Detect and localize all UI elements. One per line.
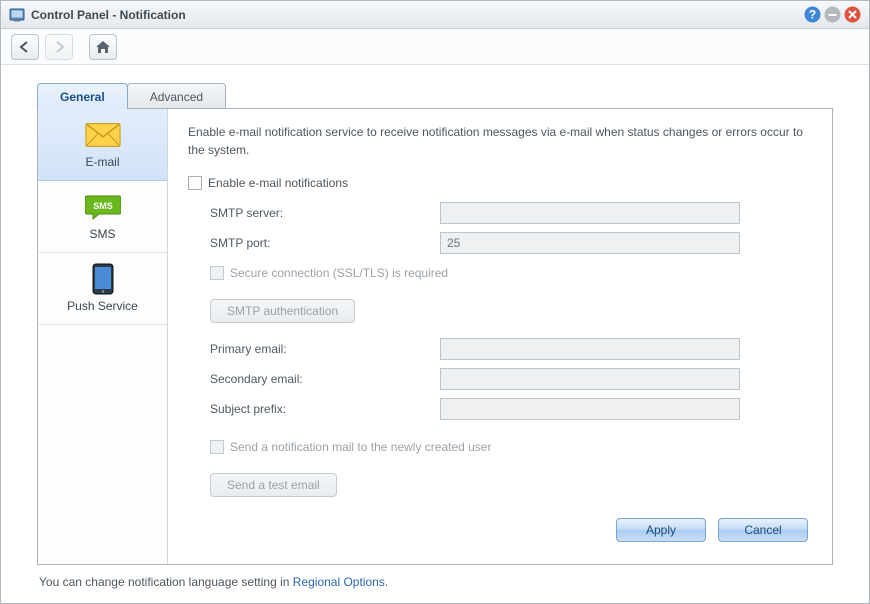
panel: E-mail SMS SMS xyxy=(37,108,833,565)
sidebar-item-sms[interactable]: SMS SMS xyxy=(38,181,167,253)
help-icon[interactable]: ? xyxy=(804,6,821,23)
footer-text-after: . xyxy=(385,575,388,589)
forward-button[interactable] xyxy=(45,34,73,60)
sidebar-item-label: E-mail xyxy=(85,155,119,169)
enable-label: Enable e-mail notifications xyxy=(208,176,348,190)
home-button[interactable] xyxy=(89,34,117,60)
tab-advanced[interactable]: Advanced xyxy=(127,83,226,108)
secondary-email-input[interactable] xyxy=(440,368,740,390)
content: General Advanced E-mail xyxy=(1,65,869,603)
smtp-port-input[interactable] xyxy=(440,232,740,254)
secondary-email-label: Secondary email: xyxy=(210,372,440,386)
primary-email-row: Primary email: xyxy=(188,335,812,363)
primary-email-input[interactable] xyxy=(440,338,740,360)
window: Control Panel - Notification ? General A… xyxy=(0,0,870,604)
sidebar-item-email[interactable]: E-mail xyxy=(38,109,167,181)
email-icon xyxy=(85,121,121,149)
smtp-server-label: SMTP server: xyxy=(210,206,440,220)
smtp-server-row: SMTP server: xyxy=(188,199,812,227)
subject-prefix-row: Subject prefix: xyxy=(188,395,812,423)
smtp-auth-button[interactable]: SMTP authentication xyxy=(210,299,355,323)
tab-general[interactable]: General xyxy=(37,83,128,109)
app-icon xyxy=(9,7,25,23)
toolbar xyxy=(1,29,869,65)
tab-strip: General Advanced xyxy=(37,83,833,109)
close-icon[interactable] xyxy=(844,6,861,23)
svg-text:SMS: SMS xyxy=(93,201,113,211)
footer-text-before: You can change notification language set… xyxy=(39,575,293,589)
titlebar: Control Panel - Notification ? xyxy=(1,1,869,29)
sidebar-item-label: SMS xyxy=(89,227,115,241)
ssl-checkbox[interactable] xyxy=(210,266,224,280)
secondary-email-row: Secondary email: xyxy=(188,365,812,393)
notify-new-user-checkbox[interactable] xyxy=(210,440,224,454)
test-email-row: Send a test email xyxy=(188,471,812,499)
svg-text:?: ? xyxy=(809,8,816,22)
ssl-label: Secure connection (SSL/TLS) is required xyxy=(230,266,448,280)
smtp-port-label: SMTP port: xyxy=(210,236,440,250)
main: Enable e-mail notification service to re… xyxy=(168,109,832,564)
footer: You can change notification language set… xyxy=(37,565,833,593)
description-text: Enable e-mail notification service to re… xyxy=(188,123,812,159)
smtp-server-input[interactable] xyxy=(440,202,740,224)
smtp-port-row: SMTP port: xyxy=(188,229,812,257)
push-icon xyxy=(85,265,121,293)
subject-prefix-input[interactable] xyxy=(440,398,740,420)
smtp-auth-row: SMTP authentication xyxy=(188,297,812,325)
sidebar-item-push[interactable]: Push Service xyxy=(38,253,167,325)
notify-new-user-label: Send a notification mail to the newly cr… xyxy=(230,440,491,454)
back-button[interactable] xyxy=(11,34,39,60)
enable-row: Enable e-mail notifications xyxy=(188,169,812,197)
minimize-icon[interactable] xyxy=(824,6,841,23)
sidebar: E-mail SMS SMS xyxy=(38,109,168,564)
apply-button[interactable]: Apply xyxy=(616,518,706,542)
window-title: Control Panel - Notification xyxy=(31,8,801,22)
notify-new-user-row: Send a notification mail to the newly cr… xyxy=(188,433,812,461)
regional-options-link[interactable]: Regional Options xyxy=(293,575,385,589)
sidebar-item-label: Push Service xyxy=(67,299,138,313)
test-email-button[interactable]: Send a test email xyxy=(210,473,337,497)
subject-prefix-label: Subject prefix: xyxy=(210,402,440,416)
ssl-row: Secure connection (SSL/TLS) is required xyxy=(188,259,812,287)
cancel-button[interactable]: Cancel xyxy=(718,518,808,542)
enable-checkbox[interactable] xyxy=(188,176,202,190)
primary-email-label: Primary email: xyxy=(210,342,440,356)
button-bar: Apply Cancel xyxy=(188,512,812,552)
sms-icon: SMS xyxy=(85,193,121,221)
